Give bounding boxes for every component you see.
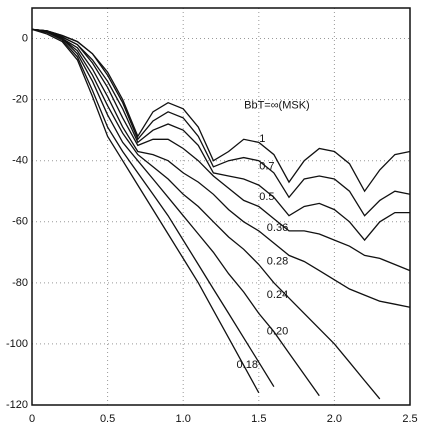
- series-line: [31, 28, 381, 400]
- plot-frame: [31, 7, 411, 406]
- series-label: 0.24: [267, 289, 288, 301]
- y-tick-label: 0: [22, 32, 28, 44]
- x-tick-label: 2.5: [402, 413, 417, 425]
- x-tick-label: 1.5: [251, 413, 266, 425]
- series-label: 0.5: [259, 191, 274, 203]
- y-tick-label: -120: [6, 399, 28, 411]
- series-label: 0.36: [267, 222, 288, 234]
- series-line: [31, 28, 411, 272]
- y-tick-label: -20: [12, 94, 28, 106]
- x-tick-label: 1.0: [176, 413, 191, 425]
- x-tick-label: 2.0: [327, 413, 342, 425]
- y-tick-label: -100: [6, 338, 28, 350]
- series-label: 0.18: [237, 359, 258, 371]
- y-tick-label: -40: [12, 155, 28, 167]
- series-line: [31, 28, 411, 193]
- series-line: [31, 28, 275, 388]
- series-line: [31, 28, 411, 217]
- x-tick-label: 0: [29, 413, 35, 425]
- series-label: 0.28: [267, 255, 288, 267]
- y-tick-label: -80: [12, 277, 28, 289]
- series-line: [31, 28, 320, 397]
- y-tick-label: -60: [12, 216, 28, 228]
- series-label: BbT=∞(MSK): [244, 100, 310, 112]
- series-line: [31, 28, 411, 308]
- series-label: 0.20: [267, 326, 288, 338]
- series-label: 0.7: [259, 161, 274, 173]
- x-tick-label: 0.5: [100, 413, 115, 425]
- series-line: [31, 28, 260, 394]
- series-label: 1: [259, 133, 265, 145]
- series-line: [31, 28, 410, 242]
